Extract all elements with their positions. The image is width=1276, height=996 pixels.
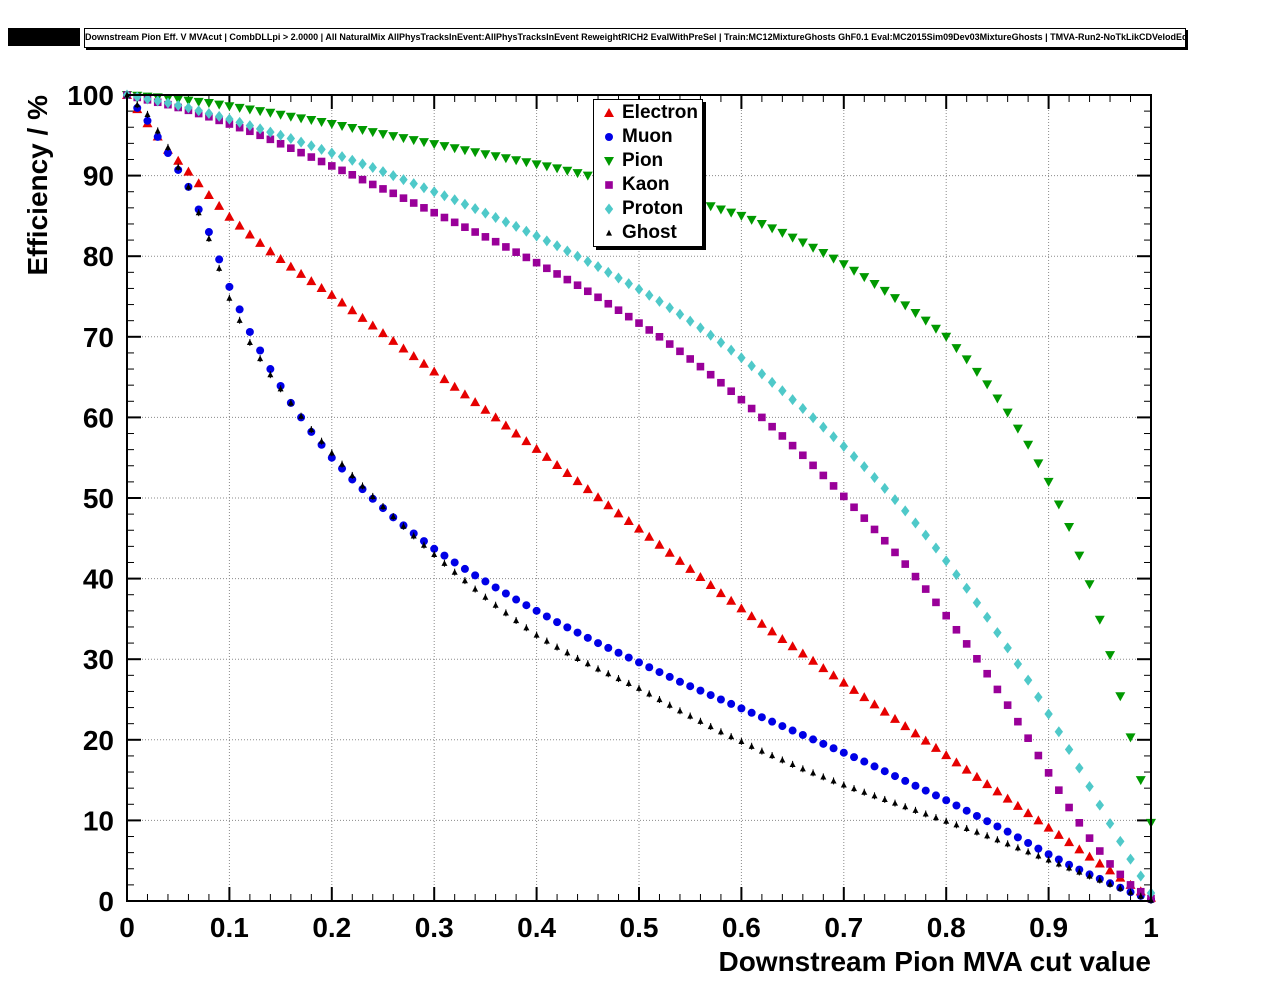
svg-text:0.1: 0.1 xyxy=(210,912,249,943)
legend-entry-ghost: Ghost xyxy=(596,221,698,245)
legend-entry-kaon: Kaon xyxy=(596,173,698,197)
svg-text:70: 70 xyxy=(83,322,114,353)
series-ghost xyxy=(124,91,1154,904)
svg-text:0.3: 0.3 xyxy=(415,912,454,943)
svg-text:30: 30 xyxy=(83,644,114,675)
square-marker-icon xyxy=(596,175,622,195)
svg-text:0: 0 xyxy=(119,912,135,943)
small-triangle-up-marker-icon xyxy=(596,223,622,243)
svg-text:0.5: 0.5 xyxy=(620,912,659,943)
svg-text:0.9: 0.9 xyxy=(1029,912,1068,943)
svg-text:40: 40 xyxy=(83,564,114,595)
legend-label: Ghost xyxy=(622,222,677,243)
legend-label: Kaon xyxy=(622,174,670,195)
triangle-up-marker-icon xyxy=(596,103,622,123)
legend-entry-pion: Pion xyxy=(596,149,698,173)
legend-label: Proton xyxy=(622,198,684,219)
plot-frame xyxy=(126,94,1152,902)
legend: Electron Muon Pion Kaon Proton Ghost xyxy=(593,99,704,247)
svg-text:0.8: 0.8 xyxy=(927,912,966,943)
x-axis-title: Downstream Pion MVA cut value xyxy=(718,946,1151,977)
diamond-marker-icon xyxy=(596,199,622,219)
svg-text:80: 80 xyxy=(83,241,114,272)
svg-text:0.2: 0.2 xyxy=(312,912,351,943)
svg-text:20: 20 xyxy=(83,725,114,756)
series-kaon xyxy=(123,91,1155,903)
svg-text:10: 10 xyxy=(83,805,114,836)
plot-title-box: Downstream Pion Eff. V MVAcut | CombDLLp… xyxy=(84,28,1186,48)
y-tick-labels: 0 10 20 30 40 50 60 70 80 90 100 xyxy=(67,80,114,917)
svg-text:1: 1 xyxy=(1143,912,1159,943)
legend-entry-muon: Muon xyxy=(596,125,698,149)
svg-text:50: 50 xyxy=(83,483,114,514)
svg-text:60: 60 xyxy=(83,402,114,433)
svg-text:100: 100 xyxy=(67,80,114,111)
svg-text:0.7: 0.7 xyxy=(824,912,863,943)
svg-text:0.4: 0.4 xyxy=(517,912,556,943)
window-chrome-block xyxy=(8,28,80,46)
triangle-down-marker-icon xyxy=(596,151,622,171)
legend-label: Electron xyxy=(622,102,699,123)
series-proton xyxy=(122,89,1156,899)
circle-marker-icon xyxy=(596,127,622,147)
x-tick-labels: 0 0.1 0.2 0.3 0.4 0.5 0.6 0.7 0.8 0.9 1 xyxy=(119,912,1159,943)
legend-entry-proton: Proton xyxy=(596,197,698,221)
plot-title: Downstream Pion Eff. V MVAcut | CombDLLp… xyxy=(85,32,1186,42)
legend-entry-electron: Electron xyxy=(596,101,698,125)
legend-label: Pion xyxy=(622,150,664,171)
svg-text:0: 0 xyxy=(98,886,114,917)
svg-text:90: 90 xyxy=(83,161,114,192)
svg-text:0.6: 0.6 xyxy=(722,912,761,943)
y-axis-title: Efficiency / % xyxy=(22,95,53,276)
legend-label: Muon xyxy=(622,126,673,147)
